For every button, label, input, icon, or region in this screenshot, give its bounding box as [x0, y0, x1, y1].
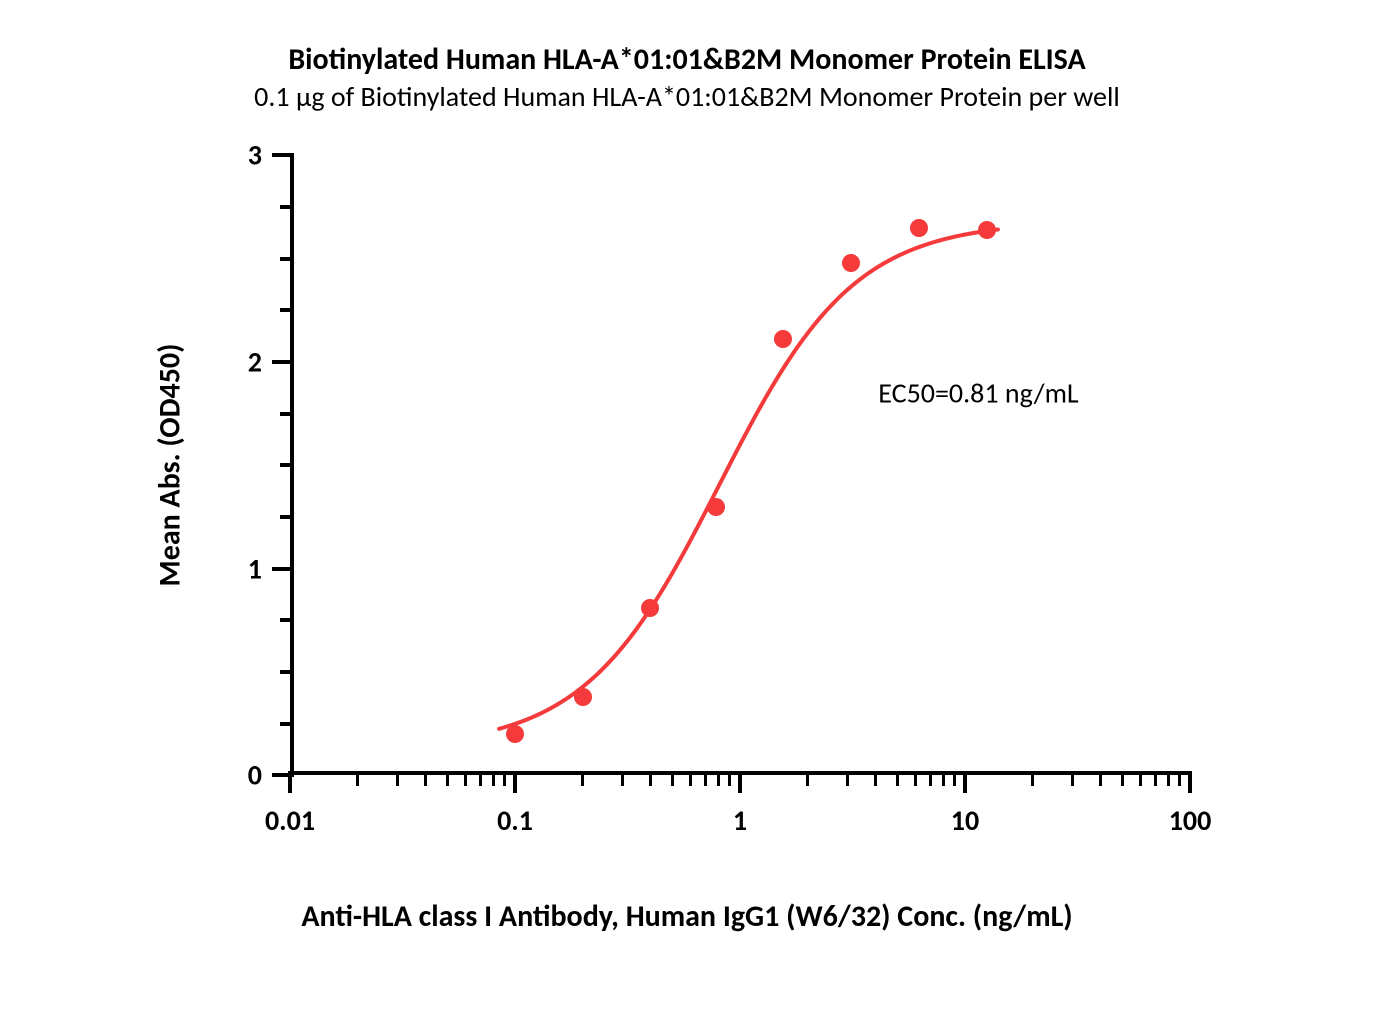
chart-title: Biotinylated Human HLA-A*01:01&B2M Monom…	[60, 40, 1314, 79]
plot-area: EC50=0.81 ng/mL 01230.010.1110100	[290, 155, 1190, 775]
x-tick-label: 100	[1169, 803, 1212, 838]
y-axis-label: Mean Abs. (OD450)	[152, 344, 189, 587]
fit-curve-path	[499, 230, 998, 729]
data-point	[978, 221, 996, 239]
x-tick-minor	[581, 772, 584, 786]
y-tick	[272, 360, 294, 364]
data-point	[506, 725, 524, 743]
x-tick-label: 1	[733, 803, 747, 838]
x-tick	[288, 771, 292, 793]
x-tick-minor	[1154, 772, 1157, 786]
x-tick-minor	[1071, 772, 1074, 786]
x-tick-minor	[649, 772, 652, 786]
x-tick-label: 10	[951, 803, 979, 838]
y-tick-minor	[280, 618, 294, 622]
x-tick-minor	[942, 772, 945, 786]
x-tick	[1188, 771, 1192, 793]
x-tick-minor	[1167, 772, 1170, 786]
y-tick-label: 3	[248, 138, 262, 173]
y-tick-minor	[280, 205, 294, 209]
x-tick-minor	[424, 772, 427, 786]
data-point	[910, 219, 928, 237]
x-tick-minor	[1031, 772, 1034, 786]
x-tick-label: 0.01	[265, 803, 315, 838]
x-tick-minor	[806, 772, 809, 786]
x-tick	[738, 771, 742, 793]
fit-curve	[290, 155, 1190, 775]
x-tick-minor	[717, 772, 720, 786]
y-tick	[272, 153, 294, 157]
chart-subtitle: 0.1 μg of Biotinylated Human HLA-A*01:01…	[60, 79, 1314, 115]
x-tick-minor	[492, 772, 495, 786]
y-tick-minor	[280, 412, 294, 416]
chart-container: Mean Abs. (OD450) Anti-HLA class I Antib…	[60, 125, 1314, 955]
title-block: Biotinylated Human HLA-A*01:01&B2M Monom…	[60, 40, 1314, 115]
x-tick-minor	[621, 772, 624, 786]
y-tick-label: 1	[248, 551, 262, 586]
y-tick-minor	[280, 670, 294, 674]
x-tick-minor	[704, 772, 707, 786]
y-tick-minor	[280, 463, 294, 467]
x-tick-minor	[929, 772, 932, 786]
data-point	[774, 330, 792, 348]
data-point	[707, 498, 725, 516]
x-tick-minor	[1121, 772, 1124, 786]
x-tick-minor	[1178, 772, 1181, 786]
x-tick-minor	[503, 772, 506, 786]
x-tick-label: 0.1	[497, 803, 533, 838]
x-tick-minor	[446, 772, 449, 786]
ec50-text: EC50=0.81 ng/mL	[878, 376, 1078, 411]
y-tick-label: 0	[248, 758, 262, 793]
x-tick-minor	[728, 772, 731, 786]
page-root: Biotinylated Human HLA-A*01:01&B2M Monom…	[0, 0, 1374, 1032]
x-tick-minor	[356, 772, 359, 786]
ec50-annotation: EC50=0.81 ng/mL	[878, 376, 1078, 411]
x-tick-minor	[1139, 772, 1142, 786]
x-axis-label: Anti-HLA class I Antibody, Human IgG1 (W…	[301, 898, 1072, 935]
x-tick-minor	[671, 772, 674, 786]
x-tick-minor	[914, 772, 917, 786]
x-tick-minor	[479, 772, 482, 786]
x-tick-minor	[464, 772, 467, 786]
x-tick	[963, 771, 967, 793]
y-tick-minor	[280, 515, 294, 519]
y-tick-minor	[280, 722, 294, 726]
x-tick-minor	[953, 772, 956, 786]
x-tick-minor	[396, 772, 399, 786]
x-tick-minor	[874, 772, 877, 786]
x-tick	[513, 771, 517, 793]
y-tick-minor	[280, 257, 294, 261]
x-tick-minor	[1099, 772, 1102, 786]
y-tick	[272, 567, 294, 571]
y-tick-label: 2	[248, 345, 262, 380]
data-point	[842, 254, 860, 272]
data-point	[574, 688, 592, 706]
x-tick-minor	[896, 772, 899, 786]
x-tick-minor	[846, 772, 849, 786]
y-tick-minor	[280, 308, 294, 312]
data-point	[641, 599, 659, 617]
x-tick-minor	[689, 772, 692, 786]
